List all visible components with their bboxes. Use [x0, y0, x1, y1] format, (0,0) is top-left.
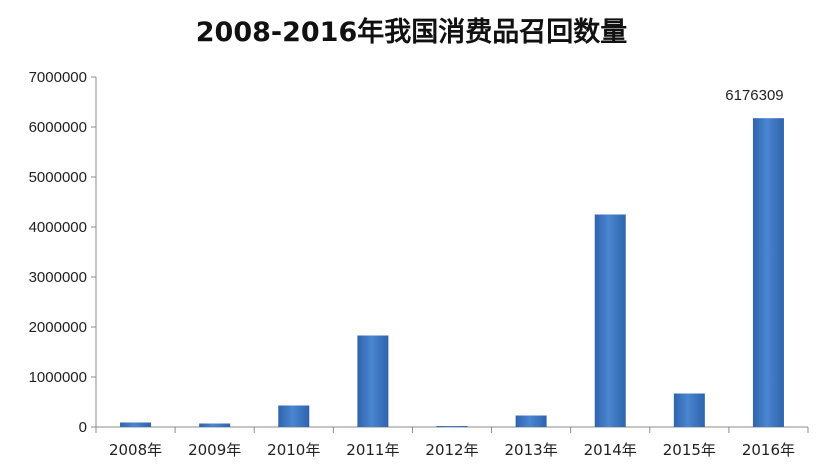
bar	[673, 393, 705, 427]
y-tick-label: 2000000	[29, 319, 87, 336]
data-label: 6176309	[725, 87, 783, 104]
x-tick-label: 2009年	[188, 441, 241, 459]
x-tick-label: 2016年	[742, 441, 795, 459]
x-tick-label: 2012年	[425, 441, 478, 459]
y-tick-label: 3000000	[29, 269, 87, 286]
x-tick-label: 2011年	[346, 441, 399, 459]
y-tick-label: 5000000	[29, 169, 87, 186]
x-tick-label: 2013年	[505, 441, 558, 459]
bar	[357, 335, 389, 427]
bar	[436, 426, 468, 427]
bar	[120, 422, 152, 427]
bar	[752, 118, 784, 428]
y-tick-label: 0	[79, 419, 87, 436]
bar	[199, 423, 231, 427]
chart-title: 2008-2016年我国消费品召回数量	[195, 17, 628, 48]
y-tick-label: 7000000	[29, 69, 87, 86]
y-tick-label: 1000000	[29, 369, 87, 386]
x-tick-label: 2008年	[109, 441, 162, 459]
x-tick-label: 2010年	[267, 441, 320, 459]
x-tick-label: 2014年	[584, 441, 637, 459]
y-tick-label: 4000000	[29, 219, 87, 236]
bar	[278, 405, 310, 427]
x-tick-label: 2015年	[663, 441, 716, 459]
bar	[515, 415, 547, 427]
y-tick-label: 6000000	[29, 119, 87, 136]
bar	[594, 214, 626, 427]
